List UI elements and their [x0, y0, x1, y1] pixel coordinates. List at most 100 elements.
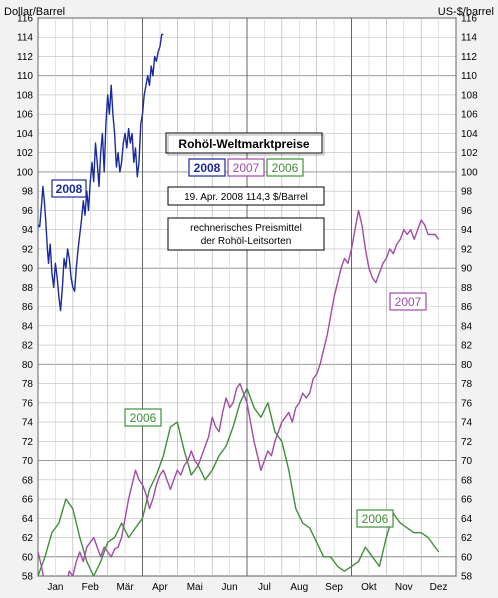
y-tick-right-102: 102 — [461, 148, 478, 159]
x-axis-month-labels: Jan Feb Mär Apr Mai Jun Jul Aug Sep Okt Nov Dez — [47, 582, 447, 593]
y-tick-right-106: 106 — [461, 110, 478, 121]
y-tick-left-94: 94 — [22, 225, 34, 236]
y-tick-right-108: 108 — [461, 90, 478, 101]
month-label-1: Feb — [82, 582, 100, 593]
y-tick-left-100: 100 — [16, 167, 33, 178]
y-tick-right-100: 100 — [461, 167, 478, 178]
note-box — [167, 217, 325, 251]
y-axis-left-ticks: 58 60 62 64 66 68 70 72 74 76 78 80 82 84 86 88 90 92 94 96… — [16, 14, 33, 583]
y-tick-left-86: 86 — [22, 302, 34, 313]
month-label-7: Aug — [290, 582, 308, 593]
series-label-2006-b: 2006 — [362, 512, 389, 526]
y-tick-left-68: 68 — [22, 475, 34, 486]
y-tick-right-64: 64 — [461, 514, 473, 525]
y-tick-left-84: 84 — [22, 321, 34, 332]
legend-2008: 2008 — [194, 161, 221, 175]
series-label-2007: 2007 — [395, 295, 422, 309]
month-label-6: Jul — [258, 582, 271, 593]
y-tick-left-112: 112 — [17, 52, 33, 63]
y-tick-right-58: 58 — [461, 572, 473, 583]
y-tick-right-62: 62 — [461, 533, 473, 544]
y-tick-right-96: 96 — [461, 206, 473, 217]
y-tick-left-102: 102 — [16, 148, 33, 159]
legend-2008-box — [188, 158, 226, 177]
series-line-2008 — [38, 33, 164, 312]
y-axis-right-ticks: 58 60 62 64 66 68 70 72 74 76 78 80 82 84 86 88 90 92 94 96… — [461, 14, 478, 583]
y-tick-left-98: 98 — [22, 187, 34, 198]
y-tick-right-86: 86 — [461, 302, 473, 313]
y-tick-left-72: 72 — [22, 437, 34, 448]
y-tick-left-88: 88 — [22, 283, 34, 294]
y-tick-left-58: 58 — [22, 572, 34, 583]
month-label-8: Sep — [325, 582, 343, 593]
y-tick-left-96: 96 — [22, 206, 34, 217]
y-tick-right-90: 90 — [461, 264, 473, 275]
note-line-2: der Rohöl-Leitsorten — [201, 236, 292, 247]
y-tick-left-74: 74 — [22, 418, 34, 429]
y-tick-right-112: 112 — [461, 52, 477, 63]
y-tick-left-106: 106 — [16, 110, 33, 121]
legend-2006-box — [266, 158, 304, 177]
y-axis-left-label: Dollar/Barrel — [4, 6, 65, 18]
date-info-box — [167, 186, 325, 206]
y-tick-left-114: 114 — [17, 33, 33, 44]
title-box — [165, 132, 323, 154]
y-tick-left-110: 110 — [17, 71, 33, 82]
y-tick-left-104: 104 — [16, 129, 33, 140]
month-label-4: Mai — [187, 582, 203, 593]
y-tick-right-74: 74 — [461, 418, 473, 429]
date-info: 19. Apr. 2008 114,3 $/Barrel — [184, 192, 308, 203]
note-line-1: rechnerisches Preismittel — [190, 223, 302, 234]
legend-2006: 2006 — [272, 161, 299, 175]
y-tick-right-82: 82 — [461, 341, 473, 352]
y-tick-left-92: 92 — [22, 244, 34, 255]
y-tick-right-116: 116 — [461, 14, 477, 25]
y-tick-left-116: 116 — [17, 14, 33, 25]
series-label-2007-box — [389, 292, 427, 311]
legend-2007: 2007 — [233, 161, 260, 175]
series-label-2008-box — [51, 179, 87, 198]
y-tick-left-90: 90 — [22, 264, 34, 275]
y-tick-right-76: 76 — [461, 398, 473, 409]
month-label-0: Jan — [47, 582, 63, 593]
y-tick-left-76: 76 — [22, 398, 34, 409]
y-tick-right-104: 104 — [461, 129, 478, 140]
y-tick-left-82: 82 — [22, 341, 34, 352]
series-lines — [38, 33, 440, 576]
month-label-5: Jun — [222, 582, 238, 593]
y-tick-left-60: 60 — [22, 552, 34, 563]
y-tick-left-70: 70 — [22, 456, 34, 467]
month-label-9: Okt — [361, 582, 377, 593]
series-label-2008: 2008 — [56, 182, 83, 196]
series-label-2006-a: 2006 — [130, 411, 157, 425]
y-tick-right-70: 70 — [461, 456, 473, 467]
y-tick-right-98: 98 — [461, 187, 473, 198]
y-tick-right-84: 84 — [461, 321, 473, 332]
y-tick-left-108: 108 — [16, 90, 33, 101]
y-tick-right-94: 94 — [461, 225, 473, 236]
month-label-10: Nov — [395, 582, 413, 593]
y-tick-left-64: 64 — [22, 514, 34, 525]
y-tick-left-78: 78 — [22, 379, 34, 390]
y-tick-right-60: 60 — [461, 552, 473, 563]
month-label-11: Dez — [430, 582, 448, 593]
month-label-3: Apr — [152, 582, 168, 593]
y-tick-right-80: 80 — [461, 360, 473, 371]
y-tick-left-66: 66 — [22, 495, 34, 506]
y-tick-right-66: 66 — [461, 495, 473, 506]
y-tick-right-78: 78 — [461, 379, 473, 390]
series-label-2006-box-a — [124, 408, 162, 427]
y-tick-right-92: 92 — [461, 244, 473, 255]
y-tick-right-110: 110 — [461, 71, 477, 82]
month-label-2: Mär — [116, 582, 134, 593]
y-tick-right-88: 88 — [461, 283, 473, 294]
y-tick-left-80: 80 — [22, 360, 34, 371]
chart-title: Rohöl-Weltmarktpreise — [178, 137, 309, 151]
y-axis-right-label: US-$/barrel — [438, 6, 494, 18]
y-tick-right-68: 68 — [461, 475, 473, 486]
y-tick-right-114: 114 — [461, 33, 477, 44]
series-line-2007 — [38, 209, 440, 576]
y-tick-right-72: 72 — [461, 437, 473, 448]
legend-2007-box — [227, 158, 265, 177]
